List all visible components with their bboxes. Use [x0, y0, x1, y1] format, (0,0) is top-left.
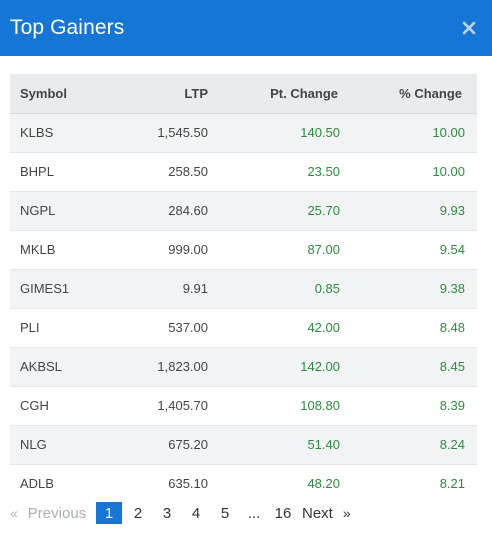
- next-label: Next: [302, 504, 333, 522]
- cell-ltp: 1,545.50: [120, 113, 208, 153]
- page-4-button[interactable]: 4: [191, 504, 201, 522]
- table-row[interactable]: MKLB 999.00 87.00 9.54: [10, 230, 477, 270]
- cell-pt-change: 108.80: [208, 386, 341, 426]
- cell-symbol[interactable]: AKBSL: [10, 347, 120, 387]
- cell-pt-change: 23.50: [208, 152, 341, 192]
- cell-pt-change: 142.00: [208, 347, 341, 387]
- table-row[interactable]: ADLB 635.10 48.20 8.21: [10, 464, 477, 503]
- cell-pt-change: 0.85: [208, 269, 341, 309]
- double-chevron-left-icon: «: [10, 505, 18, 521]
- cell-pct-change: 9.38: [341, 269, 477, 309]
- cell-symbol[interactable]: KLBS: [10, 113, 120, 153]
- column-header-symbol[interactable]: Symbol: [10, 74, 120, 114]
- table-row[interactable]: GIMES1 9.91 0.85 9.38: [10, 269, 477, 309]
- cell-symbol[interactable]: BHPL: [10, 152, 120, 192]
- close-icon[interactable]: [460, 19, 478, 37]
- cell-pt-change: 140.50: [208, 113, 341, 153]
- pagination: « Previous 1 2 3 4 5 ... 16 Next »: [10, 502, 351, 524]
- modal-header: Top Gainers: [0, 0, 492, 56]
- cell-pct-change: 8.21: [439, 476, 465, 492]
- next-page-button[interactable]: Next »: [302, 502, 351, 524]
- cell-ltp: 9.91: [120, 269, 208, 309]
- cell-pt-change: 48.20: [307, 476, 340, 492]
- cell-pct-change: 8.45: [341, 347, 477, 387]
- cell-ltp: 999.00: [120, 230, 208, 270]
- cell-pct-change: 10.00: [341, 113, 477, 153]
- previous-page-button[interactable]: « Previous: [10, 502, 96, 524]
- cell-pt-change: 42.00: [208, 308, 341, 348]
- modal-title: Top Gainers: [10, 16, 125, 39]
- gainers-table: Symbol LTP Pt. Change % Change KLBS 1,54…: [10, 74, 477, 503]
- pagination-ellipsis: ...: [247, 504, 261, 522]
- cell-ltp: 1,405.70: [120, 386, 208, 426]
- table-header-row: Symbol LTP Pt. Change % Change: [10, 74, 477, 114]
- cell-pt-change: 51.40: [208, 425, 341, 465]
- table-row[interactable]: AKBSL 1,823.00 142.00 8.45: [10, 347, 477, 387]
- cell-pt-change: 25.70: [208, 191, 341, 231]
- cell-symbol[interactable]: GIMES1: [10, 269, 120, 309]
- cell-symbol[interactable]: NGPL: [10, 191, 120, 231]
- cell-pct-change: 8.24: [341, 425, 477, 465]
- cell-pt-change: 87.00: [208, 230, 341, 270]
- page-3-button[interactable]: 3: [162, 504, 172, 522]
- cell-ltp: 635.10: [168, 476, 208, 492]
- cell-ltp: 284.60: [120, 191, 208, 231]
- table-row[interactable]: PLI 537.00 42.00 8.48: [10, 308, 477, 348]
- page-16-button[interactable]: 16: [274, 504, 292, 522]
- table-row[interactable]: NLG 675.20 51.40 8.24: [10, 425, 477, 465]
- previous-label: Previous: [27, 504, 87, 522]
- page-5-button[interactable]: 5: [220, 504, 230, 522]
- cell-ltp: 1,823.00: [120, 347, 208, 387]
- cell-ltp: 537.00: [120, 308, 208, 348]
- page-2-button[interactable]: 2: [133, 504, 143, 522]
- cell-symbol[interactable]: NLG: [10, 425, 120, 465]
- column-header-ltp[interactable]: LTP: [120, 74, 208, 114]
- cell-ltp: 675.20: [120, 425, 208, 465]
- cell-pct-change: 8.48: [341, 308, 477, 348]
- table-row[interactable]: CGH 1,405.70 108.80 8.39: [10, 386, 477, 426]
- table-row[interactable]: KLBS 1,545.50 140.50 10.00: [10, 113, 477, 153]
- cell-pct-change: 9.54: [341, 230, 477, 270]
- table-row[interactable]: NGPL 284.60 25.70 9.93: [10, 191, 477, 231]
- gainers-table-wrapper: Symbol LTP Pt. Change % Change KLBS 1,54…: [10, 74, 477, 503]
- cell-pct-change: 9.93: [341, 191, 477, 231]
- column-header-pct-change[interactable]: % Change: [341, 74, 477, 114]
- page-1-button[interactable]: 1: [96, 502, 122, 524]
- table-row[interactable]: BHPL 258.50 23.50 10.00: [10, 152, 477, 192]
- cell-symbol[interactable]: PLI: [10, 308, 120, 348]
- cell-pct-change: 8.39: [341, 386, 477, 426]
- double-chevron-right-icon: »: [342, 505, 351, 521]
- column-header-pt-change[interactable]: Pt. Change: [208, 74, 341, 114]
- cell-pct-change: 10.00: [341, 152, 477, 192]
- cell-symbol[interactable]: MKLB: [10, 230, 120, 270]
- cell-symbol[interactable]: ADLB: [20, 476, 54, 492]
- cell-ltp: 258.50: [120, 152, 208, 192]
- cell-symbol[interactable]: CGH: [10, 386, 120, 426]
